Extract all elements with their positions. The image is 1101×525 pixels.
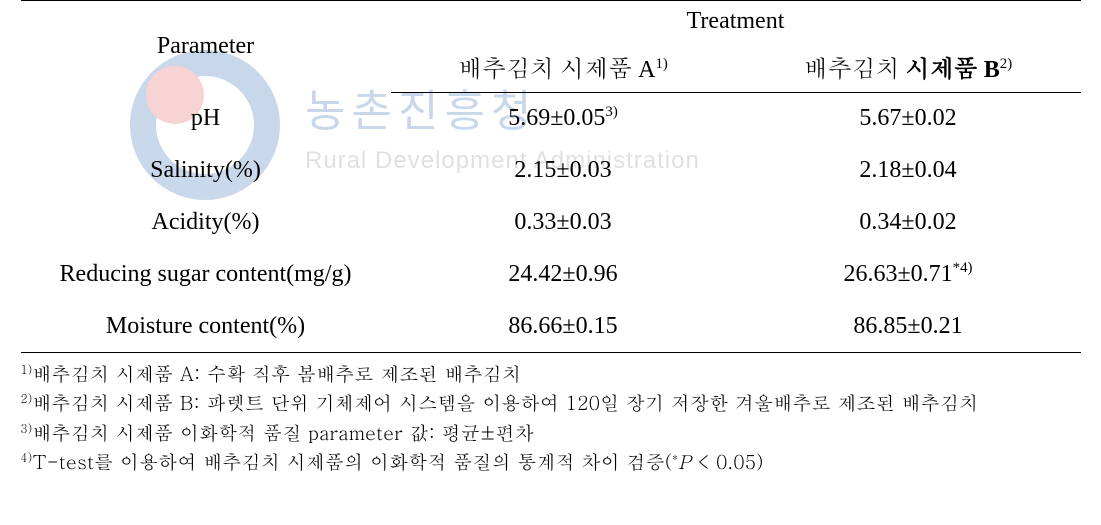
footnote-3-text: 배추김치 시제품 이화학적 품질 parameter 값: 평균±편차 [32, 419, 534, 446]
table-row: Salinity(%) 2.15±0.03 2.18±0.04 [21, 145, 1081, 197]
header-col-b: 배추김치 시제품 B2) [736, 43, 1081, 93]
footnote-3-sup: 3) [21, 421, 33, 437]
cell-b: 86.85±0.21 [736, 301, 1081, 353]
footnote-1-sup: 1) [21, 362, 33, 378]
cell-param: Salinity(%) [21, 145, 391, 197]
cell-a-val: 5.69±0.05 [508, 105, 605, 131]
footnote-4-b: < 0.05) [691, 448, 764, 475]
header-parameter: Parameter [21, 1, 391, 93]
header-col-a-text: 배추김치 시제품 A [458, 57, 655, 83]
table-row: pH 5.69±0.053) 5.67±0.02 [21, 93, 1081, 145]
footnote-2-sup: 2) [21, 391, 33, 407]
footnotes: 1)배추김치 시제품 A: 수확 직후 봄배추로 제조된 배추김치 2)배추김치… [21, 359, 1081, 477]
cell-param: Moisture content(%) [21, 301, 391, 353]
cell-b-val: 26.63±0.71 [843, 261, 952, 287]
cell-a-val: 24.42±0.96 [508, 261, 617, 287]
footnote-4-sup: 4) [21, 450, 33, 466]
cell-a-sup: 3) [605, 104, 617, 120]
cell-b-sup: *4) [953, 260, 973, 276]
cell-b: 2.18±0.04 [736, 145, 1081, 197]
table-body: pH 5.69±0.053) 5.67±0.02 Salinity(%) 2.1… [21, 93, 1081, 353]
table-row: Moisture content(%) 86.66±0.15 86.85±0.2… [21, 301, 1081, 353]
footnote-1: 1)배추김치 시제품 A: 수확 직후 봄배추로 제조된 배추김치 [21, 359, 1081, 388]
cell-a-val: 86.66±0.15 [508, 313, 617, 339]
footnote-4-P: P [678, 448, 691, 475]
cell-b: 0.34±0.02 [736, 197, 1081, 249]
cell-b-val: 5.67±0.02 [859, 105, 956, 131]
cell-param: Reducing sugar content(mg/g) [21, 249, 391, 301]
footnote-4-star: * [672, 450, 678, 466]
table-row: Reducing sugar content(mg/g) 24.42±0.96 … [21, 249, 1081, 301]
cell-b-val: 0.34±0.02 [859, 209, 956, 235]
cell-a-val: 2.15±0.03 [514, 157, 611, 183]
cell-a-val: 0.33±0.03 [514, 209, 611, 235]
footnote-3: 3)배추김치 시제품 이화학적 품질 parameter 값: 평균±편차 [21, 418, 1081, 447]
header-col-b-bold: 시제품 B [906, 57, 1000, 83]
header-col-a: 배추김치 시제품 A1) [391, 43, 736, 93]
header-col-a-sup: 1) [655, 56, 667, 72]
footnote-4: 4)T-test를 이용하여 배추김치 시제품의 이화학적 품질의 통계적 차이… [21, 447, 1081, 476]
cell-param: Acidity(%) [21, 197, 391, 249]
header-col-b-sup: 2) [1000, 56, 1012, 72]
cell-a: 86.66±0.15 [391, 301, 736, 353]
cell-b: 5.67±0.02 [736, 93, 1081, 145]
footnote-2: 2)배추김치 시제품 B: 파렛트 단위 기체제어 시스템을 이용하여 120일… [21, 388, 1081, 417]
footnote-2-text: 배추김치 시제품 B: 파렛트 단위 기체제어 시스템을 이용하여 120일 장… [32, 389, 978, 416]
cell-param: pH [21, 93, 391, 145]
cell-a: 24.42±0.96 [391, 249, 736, 301]
cell-a: 2.15±0.03 [391, 145, 736, 197]
footnote-4-a: T-test를 이용하여 배추김치 시제품의 이화학적 품질의 통계적 차이 검… [32, 448, 672, 475]
cell-a: 5.69±0.053) [391, 93, 736, 145]
cell-a: 0.33±0.03 [391, 197, 736, 249]
header-col-b-prefix: 배추김치 [804, 57, 906, 83]
data-table: Parameter Treatment 배추김치 시제품 A1) 배추김치 시제… [21, 0, 1081, 353]
cell-b-val: 2.18±0.04 [859, 157, 956, 183]
cell-b-val: 86.85±0.21 [853, 313, 962, 339]
footnote-1-text: 배추김치 시제품 A: 수확 직후 봄배추로 제조된 배추김치 [32, 360, 521, 387]
cell-b: 26.63±0.71*4) [736, 249, 1081, 301]
table-row: Acidity(%) 0.33±0.03 0.34±0.02 [21, 197, 1081, 249]
header-treatment: Treatment [391, 1, 1081, 43]
